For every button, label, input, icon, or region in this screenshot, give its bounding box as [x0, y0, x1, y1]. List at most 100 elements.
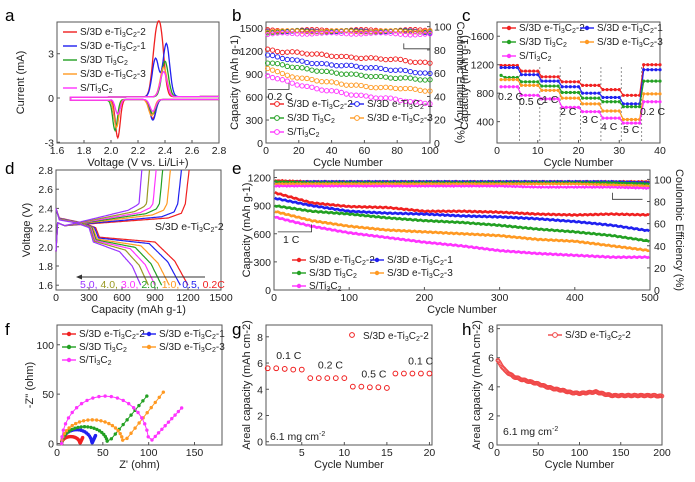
- capacity-point: [324, 61, 330, 67]
- charge-curve: [55, 169, 143, 252]
- ce-point: [304, 31, 310, 37]
- rate-point: [552, 75, 556, 79]
- rate-point: [658, 68, 662, 72]
- y-tick-label: 2.6: [38, 184, 53, 196]
- capacity-point: [378, 65, 384, 72]
- capacity-trace-4: [274, 210, 650, 253]
- panel-label: b: [232, 6, 241, 25]
- capacity-point: [284, 63, 290, 69]
- capacity-point: [387, 67, 394, 73]
- capacity-point: [412, 99, 418, 105]
- rate-point: [548, 84, 552, 88]
- rate-label: 0.2 C: [640, 106, 666, 118]
- rate-point: [548, 75, 552, 79]
- rate-point: [613, 88, 617, 92]
- rate-label: 2 C: [560, 106, 577, 118]
- ce-point: [294, 31, 300, 37]
- nyquist-point: [86, 418, 90, 422]
- capacity-point: [402, 58, 409, 64]
- ce-point: [343, 31, 349, 37]
- capacity-point: [348, 62, 354, 69]
- capacity-point: [289, 80, 295, 86]
- x-tick-label: 400: [566, 292, 584, 304]
- ce-point: [378, 28, 384, 34]
- x-tick-label: 30: [613, 145, 625, 157]
- nyquist-point: [82, 425, 87, 429]
- rate-point: [658, 63, 662, 67]
- rate-point: [601, 100, 605, 104]
- legend-entry: S/3D e-Ti3C2-1: [367, 99, 433, 111]
- rate-point: [601, 116, 605, 120]
- rate-point: [580, 96, 585, 100]
- y-tick-label: 1600: [471, 31, 495, 43]
- rate-point: [552, 88, 556, 92]
- x-tick-label: 300: [80, 292, 98, 304]
- ce-point: [324, 28, 330, 34]
- rate-point: [568, 96, 572, 100]
- nyquist-point: [67, 429, 72, 433]
- areal-point: [349, 383, 356, 390]
- rate-point: [654, 68, 658, 72]
- nyquist-point: [125, 418, 129, 422]
- ce-point: [402, 29, 408, 35]
- rate-curve-1: [501, 64, 660, 96]
- capacity-point: [358, 64, 364, 71]
- y-tick-label: 900: [253, 201, 271, 213]
- capacity-point: [412, 86, 418, 92]
- rate-arrow-head: [76, 274, 82, 280]
- nyquist-point: [145, 428, 149, 432]
- nyquist-point: [113, 426, 118, 430]
- rate-point: [560, 105, 564, 110]
- cv-curve-5: [69, 70, 219, 116]
- legend-marker: [584, 25, 590, 31]
- legend-entry: S/3D e-Ti3C2-2: [79, 329, 145, 341]
- nyquist-point: [94, 418, 99, 422]
- ce-point: [279, 30, 285, 36]
- rate-point: [515, 78, 519, 82]
- rate-point: [540, 75, 544, 79]
- rate-point: [609, 95, 613, 100]
- legend-marker: [374, 270, 380, 276]
- nyquist-point: [137, 403, 141, 408]
- legend-entry: S/3D e-Ti3C2-1: [387, 255, 453, 267]
- rate-point: [536, 80, 540, 84]
- rate-point: [646, 68, 650, 72]
- rate-point: [642, 92, 646, 96]
- ce-point: [422, 31, 428, 37]
- nyquist-point: [74, 405, 79, 410]
- nyquist-point: [91, 396, 95, 400]
- ce-point: [348, 31, 354, 37]
- rate-point: [625, 121, 630, 125]
- rate-point: [621, 121, 625, 125]
- capacity-point: [392, 96, 399, 102]
- nyquist-point: [131, 405, 136, 410]
- y-tick-label: 0: [48, 93, 54, 105]
- legend-entry: S/3D e-Ti3C2-1: [597, 23, 663, 35]
- capacity-axis-arrow: [267, 83, 290, 90]
- rate-point: [499, 85, 503, 89]
- rate-point: [605, 95, 609, 100]
- capacity-point: [383, 84, 389, 90]
- legend-entry: S/3D e-Ti3C2-2: [565, 330, 631, 342]
- x-tick-label: 0: [494, 145, 500, 157]
- legend-entry: S/3D e-Ti3C2-3: [80, 69, 146, 81]
- nyquist-point: [161, 390, 166, 394]
- nyquist-point: [150, 438, 154, 442]
- y2-tick-label: 0: [434, 138, 440, 150]
- rate-point: [646, 63, 650, 67]
- nyquist-point: [76, 425, 80, 430]
- nyquist-point: [120, 435, 124, 439]
- ce-point: [265, 27, 271, 33]
- legend-entry: S/Ti3C2: [309, 281, 342, 293]
- ce-axis-arrow: [612, 192, 643, 200]
- rate-point: [589, 83, 593, 87]
- areal-point: [392, 370, 399, 377]
- areal-point: [332, 375, 339, 382]
- capacity-point: [324, 52, 330, 58]
- capacity-point: [264, 46, 271, 52]
- rate-point: [572, 85, 577, 89]
- y-tick-label: 1200: [240, 46, 264, 58]
- rate-point: [601, 88, 605, 92]
- capacity-point: [309, 51, 315, 57]
- ce-point: [368, 27, 374, 33]
